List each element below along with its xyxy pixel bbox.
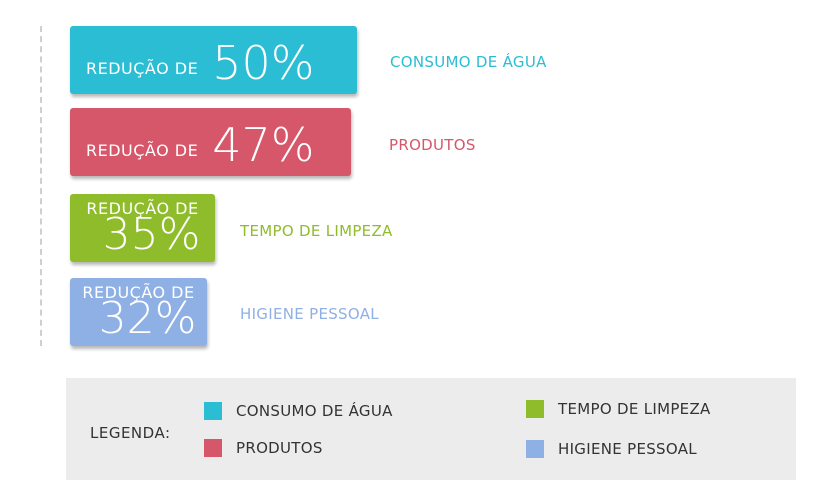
legend-item-higiene-pessoal: HIGIENE PESSOAL bbox=[526, 440, 697, 458]
bar-prefix: REDUÇÃO DE bbox=[86, 141, 199, 160]
bar-produtos: REDUÇÃO DE 47% bbox=[70, 108, 351, 176]
bar-tempo-de-limpeza: REDUÇÃO DE 35% bbox=[70, 194, 215, 262]
legend-swatch bbox=[204, 402, 222, 420]
category-label-consumo-de-agua: CONSUMO DE ÁGUA bbox=[390, 53, 547, 71]
legend-item-produtos: PRODUTOS bbox=[204, 439, 323, 457]
bar-value-label: 35% bbox=[102, 209, 201, 260]
legend-swatch bbox=[526, 400, 544, 418]
bar-prefix: REDUÇÃO DE bbox=[86, 59, 199, 78]
bar-value-label: 50% bbox=[212, 36, 315, 90]
bar-value-label: 47% bbox=[212, 118, 315, 172]
legend-title: LEGENDA: bbox=[90, 424, 171, 442]
legend-item-consumo-de-agua: CONSUMO DE ÁGUA bbox=[204, 402, 393, 420]
legend-item-tempo-de-limpeza: TEMPO DE LIMPEZA bbox=[526, 400, 711, 418]
bar-prefix: REDUÇÃO DE bbox=[86, 199, 199, 218]
category-label-tempo-de-limpeza: TEMPO DE LIMPEZA bbox=[240, 222, 393, 240]
legend-label: PRODUTOS bbox=[236, 439, 323, 457]
legend-label: TEMPO DE LIMPEZA bbox=[558, 400, 711, 418]
dashed-axis-line bbox=[40, 26, 42, 346]
category-label-higiene-pessoal: HIGIENE PESSOAL bbox=[240, 305, 379, 323]
bar-higiene-pessoal: REDUÇÃO DE 32% bbox=[70, 278, 207, 346]
legend-label: CONSUMO DE ÁGUA bbox=[236, 402, 393, 420]
legend-swatch bbox=[526, 440, 544, 458]
category-label-produtos: PRODUTOS bbox=[389, 136, 476, 154]
legend-swatch bbox=[204, 439, 222, 457]
bar-value-label: 32% bbox=[98, 293, 197, 344]
bar-prefix: REDUÇÃO DE bbox=[82, 283, 195, 302]
bar-consumo-de-agua: REDUÇÃO DE 50% bbox=[70, 26, 357, 94]
legend-label: HIGIENE PESSOAL bbox=[558, 440, 697, 458]
legend: LEGENDA: CONSUMO DE ÁGUA TEMPO DE LIMPEZ… bbox=[66, 378, 796, 480]
